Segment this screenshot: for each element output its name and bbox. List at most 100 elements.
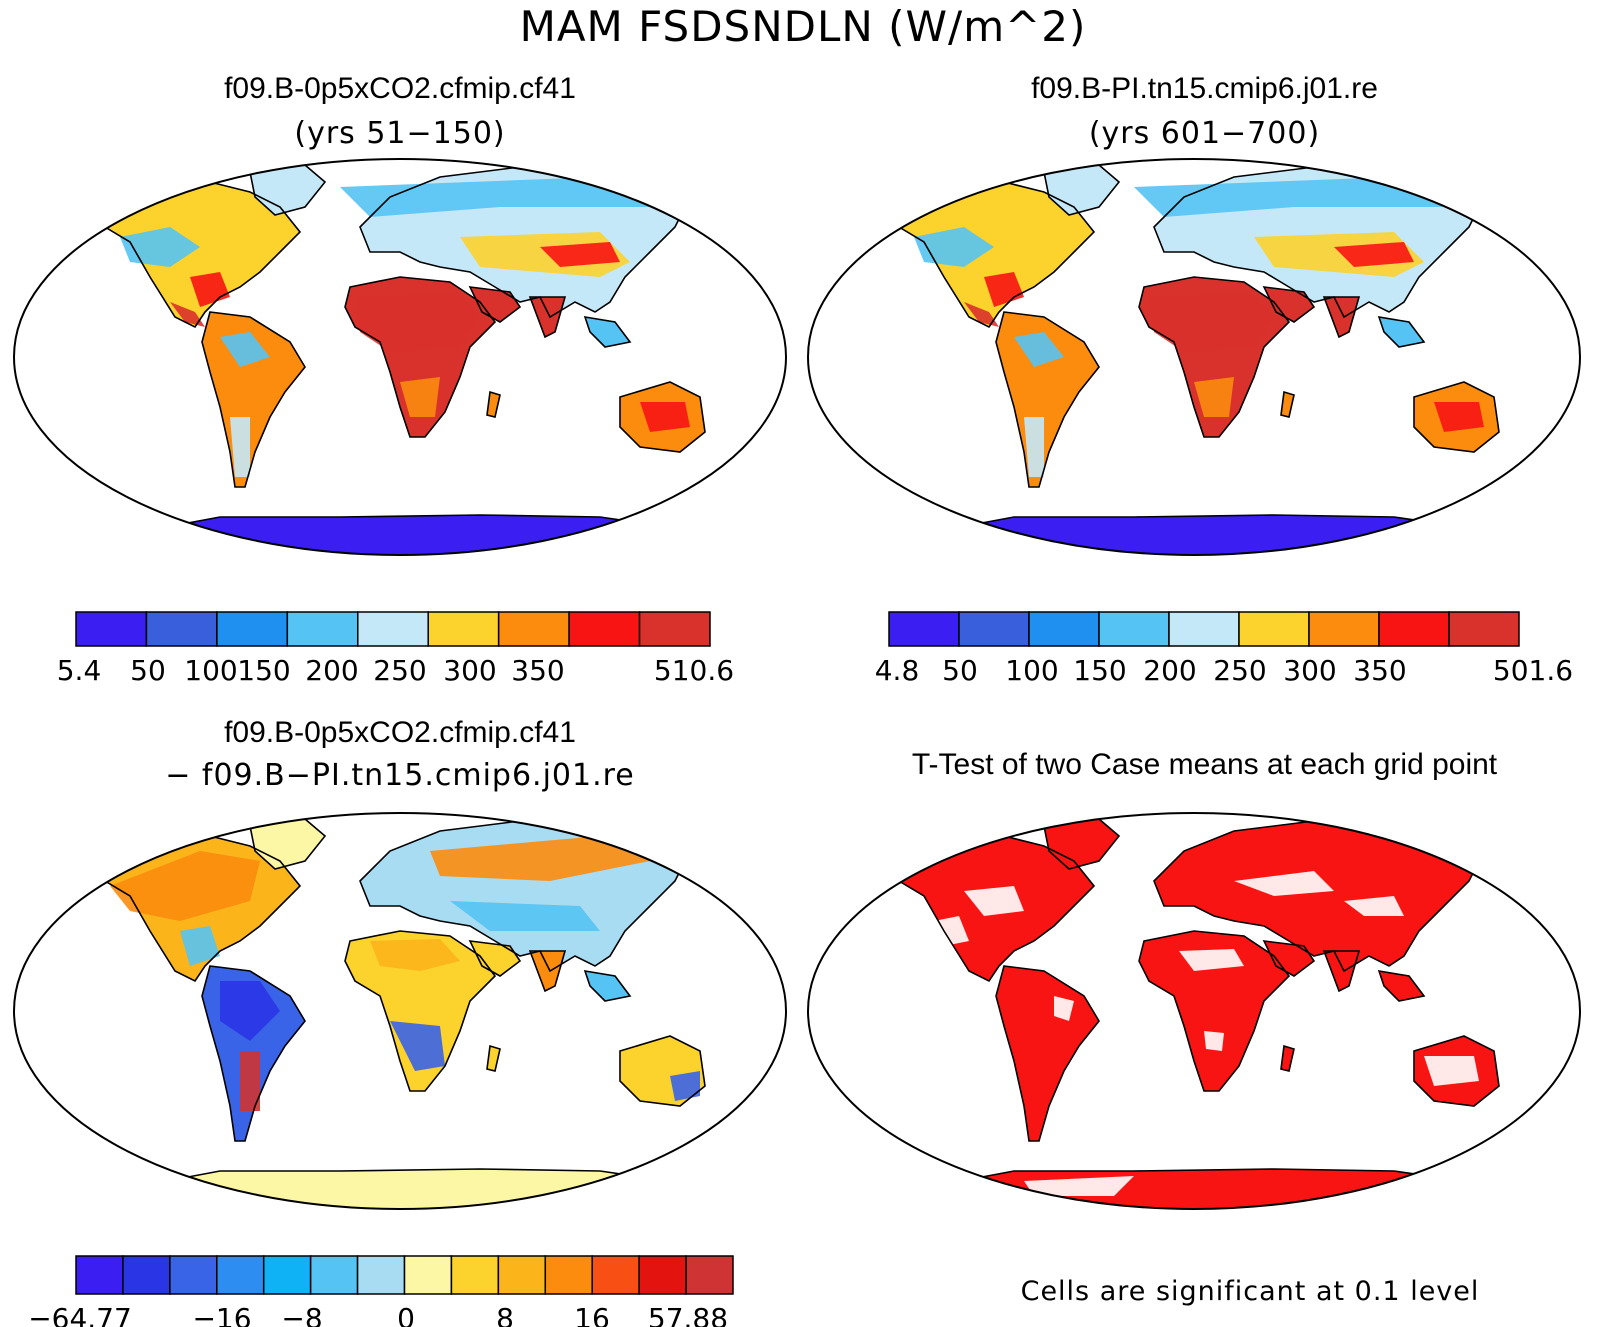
field-patch bbox=[1234, 871, 1334, 896]
colorbar-case2-label: 300 bbox=[1283, 654, 1336, 687]
field-patch bbox=[964, 886, 1024, 916]
field-patch bbox=[180, 926, 220, 966]
colorbar-case1-swatch bbox=[568, 611, 641, 647]
field-patch bbox=[1254, 232, 1424, 277]
colorbar-diff-swatch bbox=[403, 1255, 453, 1295]
field-patch bbox=[120, 227, 200, 267]
colorbar-diff-swatch bbox=[685, 1255, 734, 1295]
coastline-madagascar bbox=[486, 390, 501, 418]
colorbar-diff-label: 57.88 bbox=[648, 1302, 728, 1327]
coastline-australia bbox=[1413, 381, 1500, 453]
field-patch bbox=[964, 302, 999, 327]
field-patch bbox=[1194, 377, 1234, 417]
coastline-namerica bbox=[893, 835, 1096, 983]
colorbar-case1-label: 350 bbox=[511, 654, 564, 687]
map-case1 bbox=[13, 158, 787, 556]
coastline-samerica bbox=[995, 311, 1100, 488]
field-patch bbox=[370, 939, 460, 971]
land-arabia bbox=[470, 941, 520, 976]
colorbar-case1-swatch bbox=[497, 611, 570, 647]
field-patch bbox=[430, 836, 650, 881]
coastline-namerica bbox=[893, 181, 1096, 329]
colorbar-case2-swatch bbox=[1238, 611, 1310, 647]
field-patch bbox=[1134, 177, 1454, 217]
colorbar-diff-swatch bbox=[75, 1255, 124, 1295]
colorbar-diff-label: 16 bbox=[574, 1302, 610, 1327]
coastline-seasia bbox=[1377, 315, 1426, 348]
colorbar-diff-label: −64.77 bbox=[28, 1302, 132, 1327]
field-patch bbox=[1434, 402, 1484, 432]
colorbar-case1: 5.4 50 100 150 200 250 300 350 510.6 bbox=[57, 611, 734, 687]
field-patch bbox=[984, 272, 1024, 307]
land-samerica bbox=[996, 312, 1099, 487]
map-case2 bbox=[807, 158, 1581, 556]
colorbar-diff-swatch bbox=[122, 1255, 171, 1295]
map-ttest bbox=[807, 812, 1581, 1210]
panel-case1-title: f09.B-0p5xCO2.cfmip.cf41 bbox=[224, 72, 576, 105]
colorbar-diff-label: −16 bbox=[192, 1302, 251, 1327]
panel-ttest-title: T-Test of two Case means at each grid po… bbox=[911, 748, 1498, 781]
coastline-arabia bbox=[468, 940, 522, 977]
colorbar-case1-swatch bbox=[145, 611, 218, 647]
field-patch bbox=[1179, 949, 1244, 971]
land-greenland bbox=[1044, 165, 1119, 215]
land-madagascar bbox=[487, 392, 500, 417]
field-patch bbox=[220, 332, 270, 367]
panel-case2-subtitle: (yrs 601−700) bbox=[1088, 116, 1321, 151]
colorbar-diff-label: −8 bbox=[281, 1302, 322, 1327]
coastline-india bbox=[528, 296, 567, 339]
colorbar-case2-swatch bbox=[1308, 611, 1380, 647]
coastline-namerica bbox=[99, 835, 302, 983]
field-patch bbox=[914, 227, 994, 267]
field-patch bbox=[540, 242, 620, 267]
land-greenland bbox=[250, 165, 325, 215]
coastline-australia bbox=[619, 1035, 706, 1107]
land-seasia bbox=[585, 971, 630, 1001]
colorbar-case2-label: 250 bbox=[1213, 654, 1266, 687]
map-border bbox=[13, 158, 787, 556]
field-patch bbox=[1024, 417, 1044, 477]
colorbar-case2-swatch bbox=[958, 611, 1030, 647]
colorbar-case1-label: 200 bbox=[305, 654, 358, 687]
colorbar-case1-swatch bbox=[427, 611, 500, 647]
field-patch bbox=[340, 177, 660, 217]
field-patch bbox=[390, 1021, 445, 1071]
colorbar-diff-swatch bbox=[309, 1255, 359, 1295]
coastline-africa bbox=[1138, 930, 1291, 1092]
colorbar-case2-label: 4.8 bbox=[875, 654, 920, 687]
land-greenland bbox=[1044, 819, 1119, 869]
panel-case2-title: f09.B-PI.tn15.cmip6.j01.re bbox=[1031, 72, 1378, 105]
coastline-arabia bbox=[1262, 940, 1316, 977]
map-border bbox=[13, 812, 787, 1210]
coastline-samerica bbox=[201, 311, 306, 488]
land-greenland bbox=[250, 819, 325, 869]
field-patch bbox=[240, 1051, 260, 1111]
coastline-africa bbox=[344, 930, 497, 1092]
field-patch bbox=[1054, 996, 1074, 1021]
colorbar-case1-swatch bbox=[75, 611, 148, 647]
land-africa bbox=[345, 931, 495, 1091]
colorbar-case2-label: 150 bbox=[1073, 654, 1126, 687]
field-patch bbox=[1204, 1031, 1224, 1051]
land-eurasia bbox=[1154, 821, 1484, 971]
colorbar-diff: −64.77 −16 −8 0 8 16 57.88 bbox=[28, 1255, 734, 1327]
colorbar-diff-swatch bbox=[262, 1255, 312, 1295]
coastline-samerica bbox=[995, 965, 1100, 1142]
colorbar-diff-swatch bbox=[544, 1255, 593, 1295]
map-diff bbox=[13, 812, 787, 1210]
coastline-seasia bbox=[583, 315, 632, 348]
colorbar-diff-swatch bbox=[169, 1255, 218, 1295]
field-patch bbox=[1024, 1176, 1134, 1196]
field-patch bbox=[110, 851, 260, 921]
coastline-namerica bbox=[99, 181, 302, 329]
colorbar-case2-label: 50 bbox=[942, 654, 978, 687]
coastline-madagascar bbox=[486, 1044, 501, 1072]
coastline-seasia bbox=[583, 969, 632, 1002]
colorbar-case1-label: 5.4 bbox=[57, 654, 102, 687]
field-patch bbox=[220, 981, 280, 1041]
colorbar-case2-swatch bbox=[1448, 611, 1520, 647]
colorbar-case2-swatch bbox=[1378, 611, 1450, 647]
field-patch bbox=[1014, 332, 1064, 367]
field-patch bbox=[934, 916, 969, 946]
